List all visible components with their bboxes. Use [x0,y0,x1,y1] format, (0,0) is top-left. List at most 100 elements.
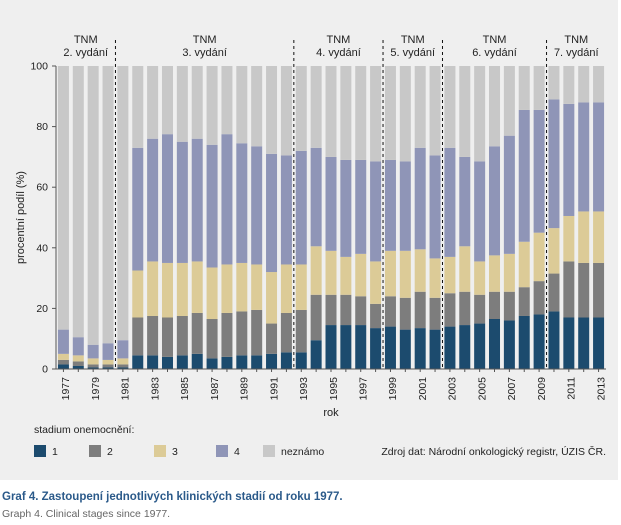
bar-segment-2011-stage-5 [563,66,575,104]
x-tick-label: 2013 [595,377,607,401]
bar-segment-2013-stage-4 [593,102,605,212]
bar-segment-2013-stage-2 [593,262,605,318]
bar-segment-1994-stage-2 [310,294,322,341]
y-tick-label: 40 [36,242,48,254]
bar-segment-2008-stage-5 [518,66,530,110]
bar-segment-1994-stage-5 [310,66,322,148]
bar-segment-1982-stage-4 [132,147,144,271]
bar-segment-2001-stage-1 [414,328,426,369]
bar-segment-1984-stage-5 [161,66,173,135]
bar-segment-1985-stage-1 [176,355,188,369]
bar-segment-1981-stage-5 [117,66,129,341]
bar-segment-1982-stage-2 [132,317,144,356]
bar-segment-1992-stage-3 [280,264,292,313]
bar-segment-1984-stage-2 [161,317,173,357]
bar-segment-1995-stage-2 [325,294,337,326]
bar-segment-2003-stage-2 [444,293,456,327]
x-tick-label: 1977 [60,377,72,401]
edition-label-line1-5: TNM [483,34,507,46]
bar-segment-1996-stage-4 [340,159,352,257]
bar-segment-2000-stage-2 [399,297,411,330]
bar-segment-2000-stage-4 [399,161,411,251]
bar-segment-2001-stage-5 [414,66,426,148]
bar-segment-1999-stage-1 [384,326,396,369]
bar-segment-1988-stage-3 [221,264,233,313]
bar-segment-1995-stage-4 [325,156,337,251]
bar-segment-1994-stage-4 [310,147,322,247]
bar-segment-2011-stage-1 [563,317,575,369]
bar-segment-1988-stage-2 [221,312,233,357]
bar-segment-2005-stage-3 [474,261,486,295]
bar-segment-2003-stage-1 [444,326,456,369]
bar-segment-1978-stage-2 [72,361,84,366]
bar-segment-1996-stage-5 [340,66,352,160]
legend-swatch [263,445,275,457]
bar-segment-1993-stage-3 [295,264,307,310]
bar-segment-2013-stage-3 [593,211,605,263]
bar-segment-1978-stage-3 [72,355,84,362]
bar-segment-1987-stage-5 [206,66,218,145]
bar-segment-1996-stage-2 [340,294,352,326]
bar-segment-2005-stage-5 [474,66,486,162]
x-tick-label: 1981 [120,377,132,401]
bar-segment-2006-stage-2 [489,291,501,320]
bar-segment-2012-stage-2 [578,262,590,318]
bar-segment-1988-stage-4 [221,134,233,265]
bar-segment-1985-stage-4 [176,141,188,263]
bar-segment-2001-stage-4 [414,147,426,250]
bar-segment-1997-stage-3 [355,253,367,297]
bar-segment-2002-stage-1 [429,329,441,369]
bar-segment-2006-stage-3 [489,255,501,292]
bar-segment-1985-stage-2 [176,315,188,356]
bar-segment-1993-stage-4 [295,150,307,265]
x-tick-label: 1979 [90,377,102,401]
bar-segment-1997-stage-5 [355,66,367,160]
x-tick-label: 1995 [328,377,340,401]
bar-segment-2001-stage-2 [414,291,426,329]
bar-segment-1983-stage-1 [147,355,159,369]
bar-segment-2010-stage-4 [548,99,560,229]
bar-segment-2011-stage-3 [563,215,575,262]
bar-segment-1998-stage-2 [370,303,382,329]
bar-segment-1977-stage-1 [57,364,69,369]
legend-swatch [216,445,228,457]
bar-segment-1979-stage-1 [87,367,99,369]
bar-segment-1992-stage-4 [280,155,292,265]
bar-segment-1977-stage-3 [57,353,69,360]
bar-segment-2005-stage-4 [474,161,486,262]
bar-segment-2001-stage-3 [414,249,426,292]
bar-segment-1998-stage-3 [370,261,382,304]
edition-label-line2-4: 5. vydání [390,47,435,59]
y-tick-label: 20 [36,303,48,315]
y-tick-label: 0 [42,364,48,376]
bar-segment-2004-stage-3 [459,246,471,292]
figure-caption: Graf 4. Zastoupení jednotlivých klinický… [2,491,343,503]
bar-segment-1997-stage-1 [355,325,367,369]
edition-label-line1-2: TNM [193,34,217,46]
bar-segment-1998-stage-4 [370,161,382,262]
bar-segment-1982-stage-3 [132,270,144,318]
bar-segment-2003-stage-5 [444,66,456,148]
bar-segment-1991-stage-3 [266,272,278,324]
legend-swatch [34,445,46,457]
bar-segment-1979-stage-2 [87,364,99,368]
x-tick-label: 1989 [239,377,251,401]
bar-segment-2003-stage-4 [444,147,456,257]
bar-segment-1982-stage-1 [132,355,144,369]
bar-segment-1994-stage-1 [310,340,322,369]
bar-segment-2010-stage-2 [548,273,560,312]
bar-segment-2009-stage-1 [533,314,545,369]
bar-segment-1990-stage-4 [251,146,263,265]
bar-segment-1986-stage-5 [191,66,203,139]
legend-swatch [89,445,101,457]
edition-label-line2-3: 4. vydání [316,47,361,59]
bar-segment-1983-stage-2 [147,315,159,356]
legend-title: stadium onemocnění: [34,424,135,436]
bar-segment-2002-stage-5 [429,66,441,156]
bar-segment-1991-stage-4 [266,153,278,273]
bar-segment-2007-stage-5 [503,66,515,136]
bar-segment-1984-stage-3 [161,262,173,318]
edition-label-line1-6: TNM [564,34,588,46]
edition-label-line2-6: 7. vydání [554,47,599,59]
bar-segment-1981-stage-2 [117,364,129,368]
